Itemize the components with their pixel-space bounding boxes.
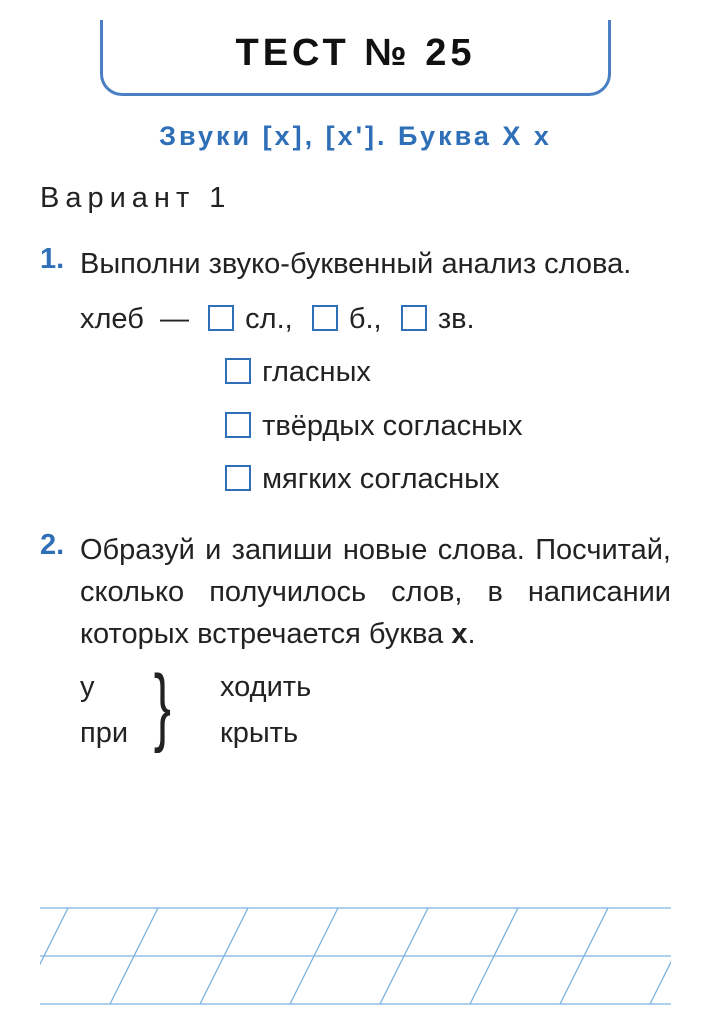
question-1-number: 1. [40, 243, 80, 285]
analysis-word: хлеб [80, 303, 144, 335]
writing-grid[interactable] [40, 906, 671, 1006]
test-title: ТЕСТ № 25 [103, 32, 608, 75]
label-sounds: зв. [438, 303, 475, 335]
question-2-text: Образуй и запиши новые сло­ва. Посчитай,… [80, 529, 671, 655]
analysis-row-soft: мягких согласных [222, 455, 671, 504]
question-2-text-part1: Образуй и запиши новые сло­ва. Посчитай,… [80, 534, 671, 650]
analysis-row-hard: твёрдых согласных [222, 402, 671, 451]
root-2: крыть [220, 717, 298, 750]
label-vowels: гласных [262, 356, 371, 388]
root-1: ходить [220, 671, 311, 704]
question-1-text: Выполни звуко-буквенный анализ слова. [80, 243, 671, 285]
analysis-row-1: хлеб — сл., б., зв. [80, 295, 671, 344]
question-1: 1. Выполни звуко-буквенный анализ слова. [40, 243, 671, 285]
analysis-block: хлеб — сл., б., зв. гласных твёрдых согл… [80, 295, 671, 504]
writing-grid-svg [40, 906, 671, 1006]
question-2-text-part2: . [467, 618, 475, 650]
label-soft: мягких согласных [262, 463, 499, 495]
prefix-1: у [80, 671, 95, 704]
label-syllables: сл., [245, 303, 293, 335]
word-formation-block: у при } ходить крыть [80, 665, 671, 765]
question-2-number: 2. [40, 529, 80, 655]
brace-icon: } [154, 663, 171, 749]
question-2: 2. Образуй и запиши новые сло­ва. Посчит… [40, 529, 671, 655]
label-letters: б., [349, 303, 382, 335]
prefix-2: при [80, 717, 128, 750]
label-hard: твёрдых согласных [262, 410, 522, 442]
checkbox-vowels[interactable] [225, 358, 251, 384]
variant-label: Вариант 1 [40, 182, 671, 215]
question-2-letter: х [451, 618, 467, 650]
test-subtitle: Звуки [х], [х']. Буква Х х [40, 121, 671, 152]
checkbox-syllables[interactable] [208, 305, 234, 331]
analysis-row-vowels: гласных [222, 348, 671, 397]
checkbox-letters[interactable] [312, 305, 338, 331]
test-title-box: ТЕСТ № 25 [100, 20, 611, 96]
checkbox-sounds[interactable] [401, 305, 427, 331]
checkbox-soft[interactable] [225, 465, 251, 491]
checkbox-hard[interactable] [225, 412, 251, 438]
analysis-dash: — [160, 303, 189, 335]
